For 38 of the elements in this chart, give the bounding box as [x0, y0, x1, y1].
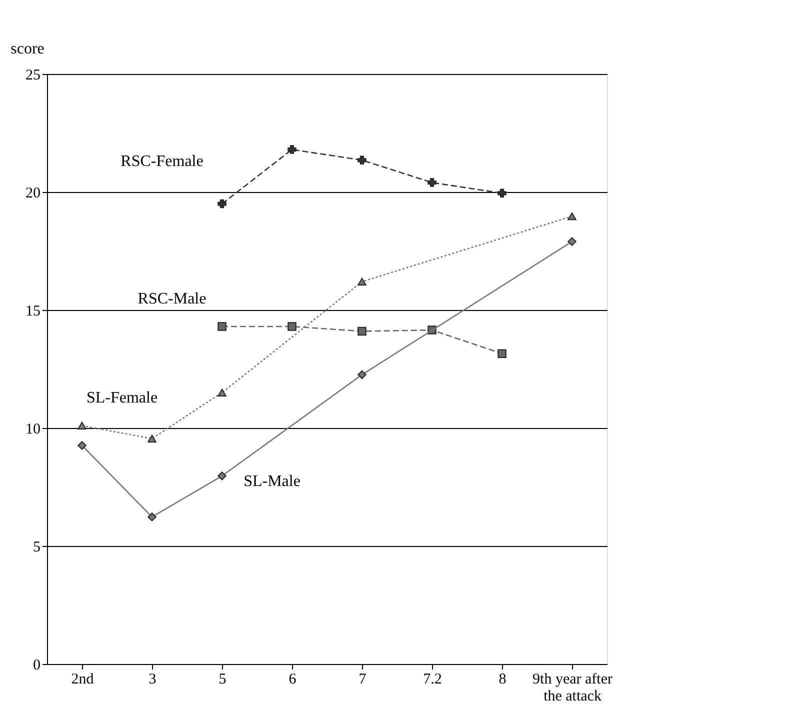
- point: [218, 322, 226, 331]
- point: [78, 441, 86, 450]
- y-axis-title: score: [10, 40, 44, 58]
- text: RSC-Female: [120, 152, 204, 170]
- point: [568, 237, 576, 246]
- y-tick-label: 10: [26, 422, 40, 438]
- y-tick-label: 25: [26, 68, 40, 84]
- y-tick-label: 20: [26, 186, 40, 202]
- point: [288, 145, 296, 154]
- x-tick-label: 5: [218, 672, 226, 688]
- point: [358, 156, 366, 165]
- point: [498, 188, 506, 198]
- point: [218, 199, 226, 208]
- series-label: RSC-Male: [138, 290, 206, 308]
- series-label: SL-Female: [86, 390, 158, 407]
- point: [358, 370, 366, 380]
- point: [218, 472, 226, 480]
- point: [358, 326, 366, 336]
- x-tick-label: 6: [288, 672, 297, 688]
- x-tick-label: 7.2: [423, 672, 442, 688]
- point: [148, 512, 156, 522]
- point: [148, 434, 156, 442]
- point: [428, 178, 436, 187]
- point: [78, 422, 86, 430]
- x-tick-label: 7: [358, 672, 367, 688]
- point: [568, 212, 576, 220]
- y-tick-label: 0: [33, 658, 40, 674]
- x-tick-label: 2nd: [71, 672, 94, 688]
- y-tick-label: 15: [26, 304, 40, 320]
- y-tick-label: 5: [33, 540, 40, 556]
- x-tick-label: 3: [148, 672, 156, 688]
- x-tick-label: 9th year after the attack: [532, 672, 612, 704]
- point: [358, 278, 366, 286]
- x-tick-label: 8: [498, 672, 506, 688]
- point: [288, 322, 296, 331]
- point: [498, 349, 506, 358]
- point: [218, 388, 226, 396]
- series-label: SL-Male: [244, 472, 300, 490]
